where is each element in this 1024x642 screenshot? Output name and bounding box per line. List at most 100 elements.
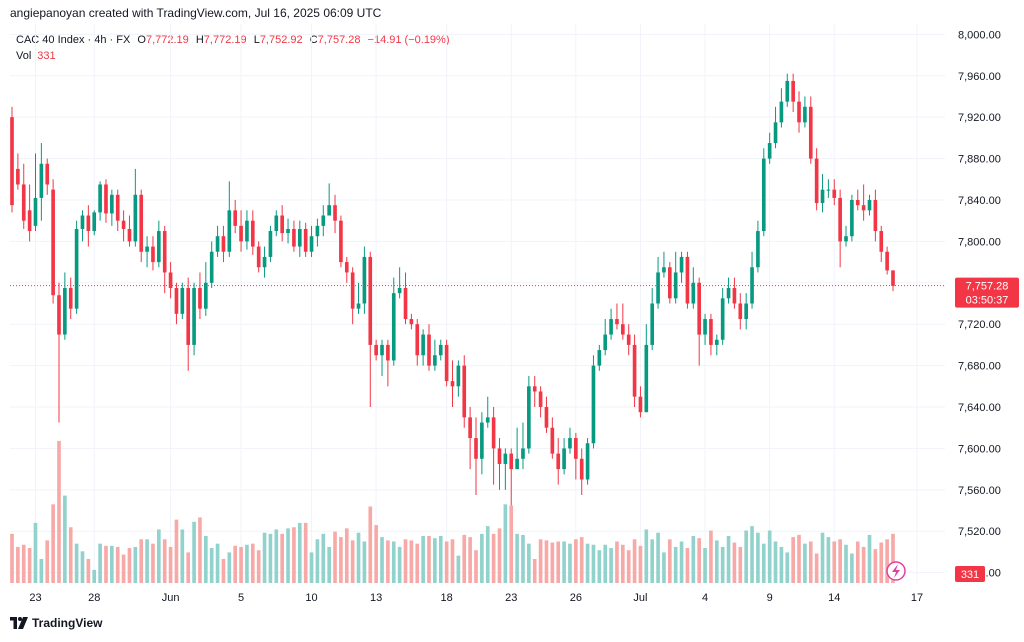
- volume-bar: [92, 569, 97, 583]
- volume-bar: [333, 531, 337, 583]
- volume-bar: [509, 505, 514, 583]
- y-tick-label: 7,680.00: [958, 361, 1001, 373]
- volume-bar: [233, 545, 238, 583]
- volume-bar: [879, 542, 884, 583]
- x-tick-label: 23: [505, 592, 517, 604]
- x-tick-label: 17: [911, 592, 923, 604]
- candle-body: [415, 324, 420, 356]
- volume-bar: [239, 546, 243, 583]
- candle-body: [697, 282, 702, 335]
- volume-bar: [485, 526, 490, 583]
- candle-body: [68, 287, 73, 309]
- candle-body: [791, 80, 795, 102]
- candle-body: [51, 189, 55, 296]
- x-tick-label: 18: [441, 592, 453, 604]
- volume-bar: [256, 550, 261, 583]
- candle-body: [744, 303, 748, 320]
- volume-bar: [356, 532, 361, 583]
- candle-body: [621, 324, 625, 335]
- candle-body: [603, 334, 608, 351]
- candle-body: [527, 386, 531, 449]
- open-value: 7,772.19: [145, 34, 189, 46]
- countdown-label: 03:50:37: [966, 295, 1009, 307]
- symbol-name[interactable]: CAC 40 Index · 4h · FX: [16, 34, 131, 46]
- volume-bar: [415, 543, 420, 583]
- candle-body: [321, 215, 326, 226]
- volume-bar: [303, 522, 308, 583]
- candle-body: [368, 256, 373, 345]
- volume-bar: [885, 539, 889, 583]
- volume-bar: [568, 543, 572, 583]
- volume-bar: [168, 546, 173, 583]
- volume-bar: [744, 530, 748, 583]
- candle-body: [656, 272, 660, 304]
- candle-body: [33, 197, 38, 226]
- candle-body: [168, 272, 173, 288]
- volume-bar: [738, 546, 743, 583]
- x-tick-label: 5: [238, 592, 244, 604]
- last-price-label: 7,757.28: [966, 281, 1009, 293]
- close-value: 7,757.28: [317, 34, 361, 46]
- candle-body: [350, 272, 355, 309]
- y-tick-label: 7,800.00: [958, 236, 1001, 248]
- candle-body: [409, 319, 414, 325]
- candle-body: [74, 228, 79, 309]
- volume-bar: [515, 533, 519, 583]
- volume-bar: [720, 546, 725, 583]
- volume-bar: [151, 543, 155, 583]
- volume-bar: [297, 522, 302, 583]
- candle-body: [239, 225, 243, 242]
- volume-bar: [621, 544, 625, 583]
- volume-bar: [838, 539, 842, 583]
- y-tick-label: 7,840.00: [958, 195, 1001, 207]
- candle-body: [391, 293, 396, 361]
- volume-bar: [350, 540, 355, 583]
- candle-body: [344, 262, 349, 273]
- volume-bar: [550, 542, 555, 583]
- y-tick-label: 7,640.00: [958, 402, 1001, 414]
- volume-bar: [456, 555, 461, 583]
- candle-body: [650, 303, 655, 345]
- candle-body: [139, 194, 144, 252]
- volume-tag-label: 331: [961, 569, 979, 581]
- candle-body: [879, 231, 884, 252]
- candle-body: [10, 117, 14, 206]
- x-tick-label: 13: [370, 592, 382, 604]
- candle-body: [885, 251, 889, 271]
- x-tick-label: 14: [828, 592, 840, 604]
- candle-body: [133, 194, 138, 242]
- candle-body: [720, 298, 725, 340]
- volume-bar: [756, 532, 760, 583]
- candle-body: [86, 215, 91, 232]
- candle-body: [480, 422, 484, 459]
- volume-bar: [503, 504, 508, 583]
- candle-body: [104, 184, 108, 214]
- candle-body: [245, 220, 249, 242]
- volume-label: Vol: [16, 50, 32, 62]
- volume-bar: [51, 504, 55, 583]
- volume-bar: [321, 533, 326, 583]
- volume-bar: [403, 539, 408, 583]
- volume-bar: [10, 533, 14, 583]
- volume-bar: [433, 538, 437, 583]
- candle-body: [274, 215, 279, 232]
- candle-body: [27, 210, 32, 232]
- last-price-tag: [955, 277, 1019, 308]
- volume-bar: [315, 539, 320, 583]
- volume-bar: [16, 546, 20, 583]
- volume-bar: [397, 546, 402, 583]
- volume-bar: [33, 522, 38, 583]
- volume-bar: [209, 548, 214, 583]
- volume-bar: [268, 533, 273, 583]
- volume-bar: [221, 558, 226, 583]
- volume-bar: [667, 539, 672, 583]
- candle-body: [808, 106, 813, 159]
- candle-body: [797, 101, 801, 123]
- candle-body: [121, 220, 126, 229]
- volume-bar: [227, 552, 232, 583]
- candle-body: [703, 319, 707, 335]
- candle-body: [110, 194, 114, 214]
- candle-body: [568, 438, 572, 449]
- candle-body: [57, 295, 61, 335]
